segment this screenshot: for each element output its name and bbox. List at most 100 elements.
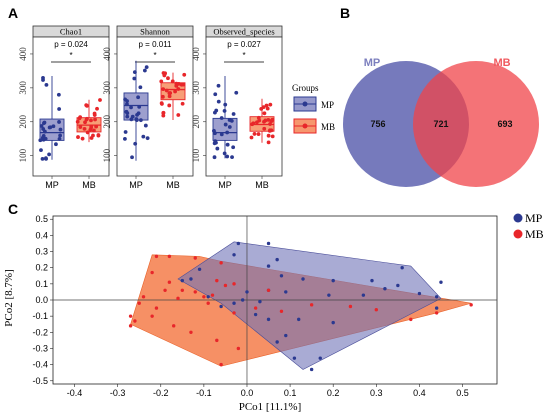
data-point	[269, 128, 274, 133]
y-tick-label: 0.1	[35, 279, 48, 289]
pcoa-point	[150, 270, 154, 275]
data-point	[57, 137, 62, 141]
data-point	[41, 75, 45, 80]
y-tick-label: -0.1	[32, 311, 48, 321]
legend-key-mp	[293, 96, 317, 112]
data-point	[78, 125, 83, 129]
data-point	[223, 102, 228, 107]
pcoa-point	[154, 306, 159, 310]
data-point	[266, 133, 271, 138]
data-point	[266, 117, 271, 122]
pcoa-point	[370, 278, 374, 283]
data-point	[167, 94, 172, 99]
data-point	[270, 134, 275, 139]
data-point	[262, 111, 267, 116]
data-point	[229, 118, 234, 123]
pcoa-point	[219, 362, 223, 367]
x-tick-label: -0.4	[67, 388, 83, 398]
venn-count-mb-only: 693	[497, 119, 512, 129]
data-point	[95, 106, 99, 111]
pcoa-point	[197, 267, 202, 272]
pcoa-point	[361, 293, 366, 297]
p-value: p = 0.027	[227, 40, 261, 49]
data-point	[48, 125, 53, 130]
pcoa-point	[163, 288, 167, 293]
data-point	[252, 132, 257, 136]
data-point	[47, 152, 52, 157]
data-point	[159, 79, 164, 84]
y-tick-label: 0.3	[35, 247, 48, 257]
data-point	[143, 123, 148, 128]
data-point	[39, 148, 43, 153]
data-point	[173, 89, 177, 94]
data-point	[44, 82, 49, 87]
data-point	[176, 113, 181, 117]
pcoa-point	[128, 314, 133, 318]
facet-panel	[205, 36, 283, 177]
pcoa-point	[297, 317, 301, 322]
data-point	[125, 114, 130, 119]
data-point	[266, 140, 271, 145]
data-point	[214, 140, 218, 145]
data-point	[41, 127, 46, 131]
series-mp	[180, 241, 443, 372]
y-tick-label: -0.4	[32, 360, 48, 370]
data-point	[219, 116, 224, 120]
pcoa-point	[189, 330, 193, 335]
data-point	[98, 98, 102, 102]
data-point	[57, 120, 61, 124]
pcoa-point	[215, 278, 219, 283]
data-point	[75, 119, 80, 124]
facet-shannon: Shannon 100 200 300 400 p = 0.011 * MP MB	[102, 25, 194, 190]
data-point	[141, 134, 146, 139]
data-point	[213, 131, 217, 136]
data-point	[264, 103, 269, 108]
data-point	[262, 126, 267, 131]
x-tick-label: 0.3	[370, 388, 383, 398]
data-point	[231, 112, 236, 116]
box-mp	[123, 60, 150, 161]
y-tick-label: -0.2	[32, 327, 48, 337]
pcoa-point	[167, 280, 172, 284]
data-point	[222, 109, 227, 113]
data-point	[124, 109, 129, 114]
data-point	[174, 81, 179, 86]
data-point	[259, 107, 264, 111]
pcoa-point	[284, 333, 288, 338]
data-point	[176, 87, 181, 91]
significance-star: *	[69, 51, 72, 60]
pcoa-x-axis-label: PCo1 [11.1%]	[239, 401, 302, 413]
pcoa-point	[223, 283, 228, 288]
data-point	[256, 115, 261, 120]
facet-title: Observed_species	[213, 27, 274, 37]
box-mb	[75, 98, 102, 143]
pcoa-point	[180, 288, 185, 293]
data-point	[227, 125, 232, 129]
pcoa-point	[219, 304, 223, 309]
data-point	[216, 99, 221, 104]
data-point	[249, 135, 254, 140]
legend-label-mp: MP	[321, 100, 334, 110]
data-point	[89, 124, 94, 129]
pcoa-point	[137, 301, 141, 305]
venn-label-mb: MB	[493, 57, 510, 69]
data-point	[133, 141, 138, 146]
significance-star: *	[153, 51, 156, 60]
data-point	[161, 111, 166, 115]
pcoa-point	[176, 296, 180, 301]
pcoa-point	[258, 299, 262, 304]
legend-key-mb	[293, 118, 317, 134]
pcoa-point	[253, 312, 258, 317]
pcoa-point	[292, 356, 297, 360]
data-point	[222, 151, 227, 156]
pcoa-point	[374, 307, 379, 312]
data-point	[219, 132, 224, 137]
data-point	[167, 103, 172, 108]
x-tick-label: MP	[218, 180, 232, 190]
data-point	[44, 156, 48, 161]
y-tick-label: -0.3	[32, 343, 48, 353]
pcoa-legend-mb: MB	[525, 227, 544, 241]
box-iqr	[39, 118, 65, 141]
data-point	[92, 128, 96, 133]
data-point	[85, 130, 90, 135]
